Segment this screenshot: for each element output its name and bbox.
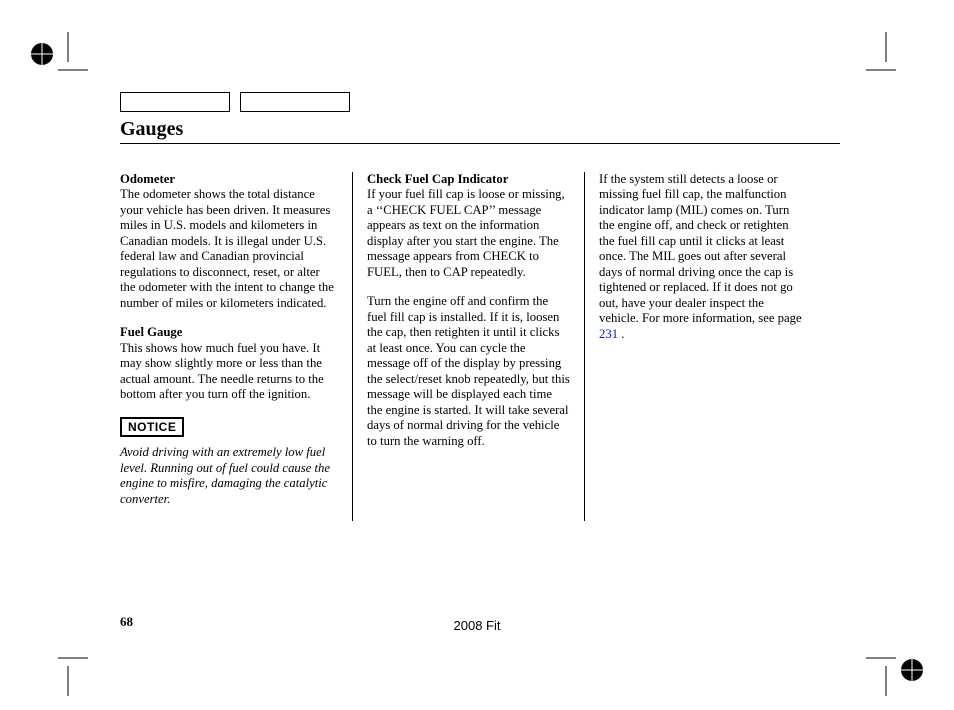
reg-target-br: [898, 656, 926, 684]
notice-label: NOTICE: [120, 417, 184, 438]
reg-target-bottom: [462, 646, 492, 676]
page-title: Gauges: [120, 118, 840, 141]
check-cap-body: If your fuel fill cap is loose or missin…: [367, 187, 565, 278]
check-cap-p2: Turn the engine off and confirm the fuel…: [367, 294, 570, 449]
column-1: Odometer The odometer shows the total di…: [120, 172, 352, 521]
column-3: If the system still detects a loose or m…: [584, 172, 816, 521]
footer-model: 2008 Fit: [0, 618, 954, 633]
reg-target-left: [26, 356, 56, 386]
columns: Odometer The odometer shows the total di…: [120, 172, 840, 521]
page-body: Gauges Odometer The odometer shows the t…: [120, 92, 840, 521]
odometer-head: Odometer: [120, 172, 175, 186]
fuel-body: This shows how much fuel you have. It ma…: [120, 341, 324, 401]
header-box-1: [120, 92, 230, 112]
fuel-head: Fuel Gauge: [120, 325, 182, 339]
odometer-body: The odometer shows the total distance yo…: [120, 187, 334, 309]
mil-text-b: .: [618, 327, 624, 341]
crop-bottom-left: [18, 646, 88, 696]
reg-target-right: [898, 356, 928, 386]
mil-text-a: If the system still detects a loose or m…: [599, 172, 802, 325]
check-cap-head: Check Fuel Cap Indicator: [367, 172, 508, 186]
notice-body: Avoid driving with an extremely low fuel…: [120, 445, 338, 507]
column-2: Check Fuel Cap Indicator If your fuel fi…: [352, 172, 584, 521]
title-row: Gauges: [120, 118, 840, 144]
reg-target-tl: [28, 40, 56, 68]
header-box-2: [240, 92, 350, 112]
header-boxes: [120, 92, 840, 112]
check-fuel-cap-section: Check Fuel Cap Indicator If your fuel fi…: [367, 172, 570, 280]
fuel-gauge-section: Fuel Gauge This shows how much fuel you …: [120, 325, 338, 402]
odometer-section: Odometer The odometer shows the total di…: [120, 172, 338, 311]
mil-paragraph: If the system still detects a loose or m…: [599, 172, 802, 342]
page-ref-231[interactable]: 231: [599, 327, 618, 341]
crop-top-right: [866, 32, 936, 82]
reg-target-top: [462, 42, 492, 72]
